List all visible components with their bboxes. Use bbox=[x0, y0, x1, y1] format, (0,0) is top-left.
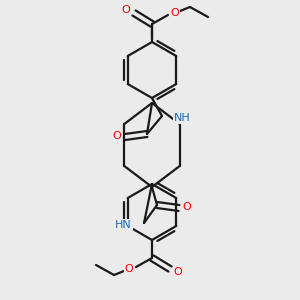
Text: O: O bbox=[183, 202, 191, 212]
Text: O: O bbox=[124, 264, 134, 274]
Text: O: O bbox=[171, 8, 179, 18]
Text: O: O bbox=[122, 5, 130, 15]
Text: O: O bbox=[112, 131, 122, 141]
Text: O: O bbox=[174, 267, 182, 277]
Text: NH: NH bbox=[174, 113, 191, 123]
Text: HN: HN bbox=[115, 220, 132, 230]
